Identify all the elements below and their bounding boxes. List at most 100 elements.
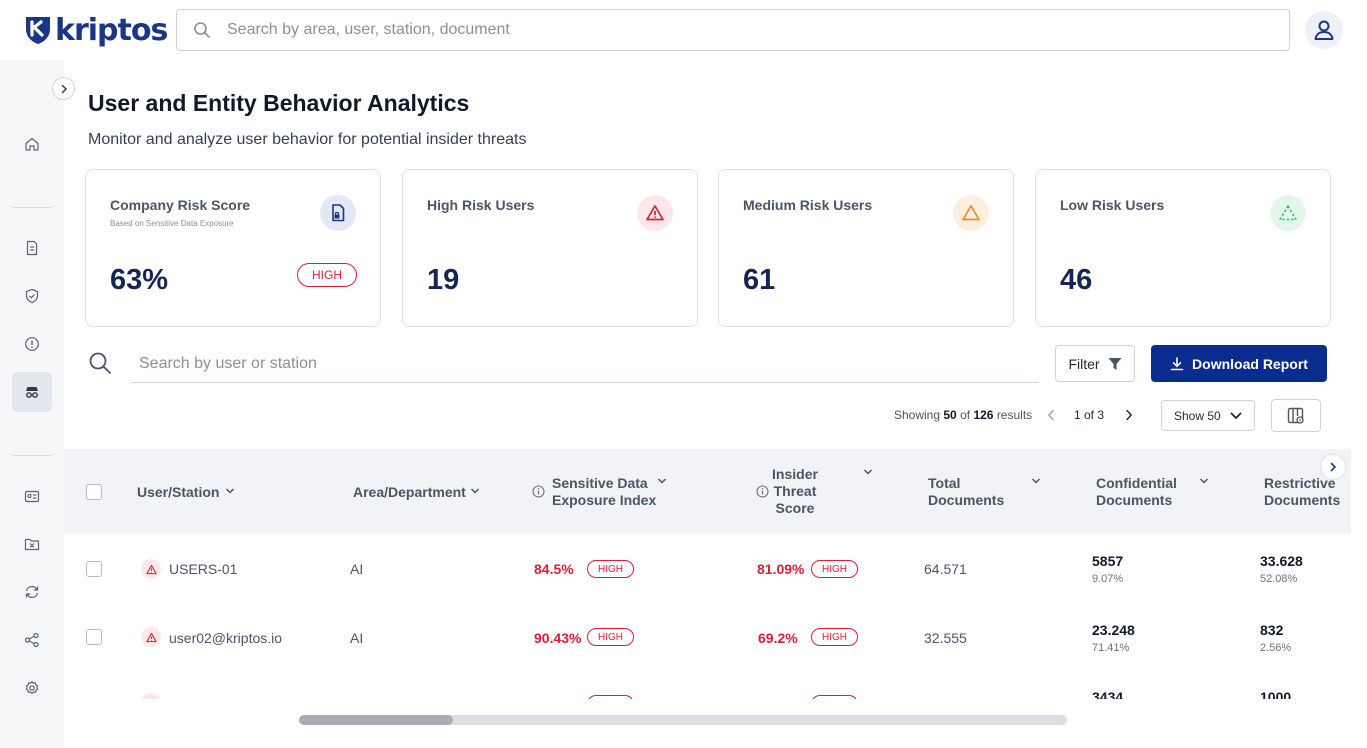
filter-button[interactable]: Filter (1055, 345, 1135, 382)
sdei-value: 84.5% (534, 561, 574, 577)
share-icon (24, 632, 39, 648)
column-header-user[interactable]: User/Station (137, 484, 220, 500)
horizontal-scrollbar[interactable] (299, 715, 1067, 725)
download-icon (1170, 356, 1184, 370)
spy-icon (26, 387, 38, 398)
chevron-down-icon[interactable] (1199, 477, 1209, 485)
its-badge: HIGH (811, 628, 858, 646)
company-risk-badge: HIGH (297, 263, 357, 287)
logo-text: kriptos (55, 12, 168, 48)
kriptos-logo-icon (26, 17, 50, 44)
download-label: Download Report (1192, 355, 1308, 372)
sidebar-item-home[interactable] (12, 124, 52, 164)
warning-triangle-icon (145, 632, 157, 642)
card-subtitle: Based on Sensitive Data Exposure (110, 219, 234, 228)
warning-triangle-icon (646, 205, 664, 221)
page-subtitle: Monitor and analyze user behavior for po… (88, 131, 527, 148)
restrictive-percent: 2.56% (1260, 642, 1292, 654)
column-header-confidential[interactable]: Confidential Documents (1096, 475, 1177, 508)
sidebar-item-protection[interactable] (12, 276, 52, 316)
select-all-checkbox[interactable] (86, 484, 102, 500)
chevron-down-icon[interactable] (225, 487, 235, 495)
user-name[interactable]: user02@kriptos.io (169, 630, 283, 646)
user-name[interactable]: USERS-01 (169, 561, 238, 577)
sidebar-collapse-button[interactable] (52, 77, 75, 100)
sidebar-item-files[interactable] (12, 524, 52, 564)
users-table: User/Station Area/Department Sensitive D… (64, 449, 1351, 699)
sdei-value: 90.43% (534, 630, 582, 646)
filter-label: Filter (1068, 355, 1100, 372)
card-icon-wrap (320, 195, 356, 231)
confidential-count: 3434 (1092, 689, 1124, 699)
total-documents: 64.571 (924, 561, 967, 577)
column-settings-button[interactable] (1271, 399, 1321, 432)
chevron-down-icon[interactable] (1031, 477, 1041, 485)
page-indicator: 1 of 3 (1074, 408, 1105, 422)
sidebar-divider (12, 207, 52, 208)
chevron-down-icon[interactable] (863, 468, 873, 476)
sidebar-item-documents[interactable] (12, 228, 52, 268)
its-value: 69.2% (758, 630, 798, 646)
sidebar-divider (12, 455, 52, 456)
low-risk-value: 46 (1060, 264, 1093, 296)
chevron-down-icon[interactable] (470, 487, 480, 495)
filter-icon (1108, 357, 1122, 370)
card-icon-wrap (637, 195, 673, 231)
row-checkbox[interactable] (86, 561, 102, 577)
chevron-down-icon (1230, 412, 1242, 420)
sidebar-item-settings[interactable] (12, 668, 52, 708)
dashed-triangle-icon (1279, 205, 1297, 221)
page-size-label: Show 50 (1174, 408, 1221, 423)
column-header-its[interactable]: Insider Threat Score (772, 466, 818, 516)
results-summary: Showing 50 of 126 results (894, 408, 1033, 422)
global-search-input[interactable] (227, 21, 1227, 39)
info-icon[interactable] (532, 485, 545, 498)
page-size-select[interactable]: Show 50 (1161, 400, 1255, 431)
sdei-badge: HIGH (587, 560, 634, 578)
columns-settings-icon (1287, 407, 1304, 424)
sidebar-item-alerts[interactable] (12, 324, 52, 364)
column-header-restrictive[interactable]: Restrictive Documents (1264, 475, 1341, 508)
user-search-input[interactable] (131, 345, 1039, 383)
risk-indicator (141, 693, 161, 699)
previous-page-button[interactable] (1044, 407, 1058, 423)
column-header-sdei[interactable]: Sensitive Data Exposure Index (552, 475, 657, 508)
kriptos-logo[interactable]: kriptos (24, 12, 168, 48)
card-title: High Risk Users (427, 197, 535, 213)
chevron-right-icon (1126, 409, 1133, 421)
sidebar-item-ueba[interactable] (12, 372, 52, 412)
gear-icon (25, 680, 39, 694)
download-report-button[interactable]: Download Report (1151, 345, 1327, 382)
card-title: Low Risk Users (1060, 197, 1165, 213)
chevron-down-icon[interactable] (657, 477, 667, 485)
restrictive-count: 1000 (1260, 689, 1292, 699)
sidebar-item-sync[interactable] (12, 572, 52, 612)
its-value: 81.09% (757, 561, 805, 577)
high-risk-value: 19 (427, 264, 460, 296)
confidential-count: 23.248 (1092, 622, 1135, 638)
search-icon (89, 352, 111, 374)
row-checkbox[interactable] (86, 629, 102, 645)
column-header-total[interactable]: Total Documents (928, 475, 1005, 508)
global-search[interactable] (176, 9, 1290, 51)
sidebar-item-integrations[interactable] (12, 620, 52, 660)
folder-icon (24, 538, 40, 551)
top-bar: kriptos (0, 0, 1367, 60)
area-name: AI (350, 561, 364, 577)
user-menu-button[interactable] (1305, 11, 1343, 49)
horizontal-scrollbar-thumb[interactable] (299, 715, 453, 725)
sidebar (0, 60, 64, 748)
scroll-table-right-button[interactable] (1320, 454, 1346, 480)
next-page-button[interactable] (1122, 407, 1136, 423)
info-icon[interactable] (756, 485, 769, 498)
page-title: User and Entity Behavior Analytics (88, 90, 470, 116)
document-icon (26, 240, 38, 256)
chevron-right-icon (61, 84, 67, 93)
area-name: AI (350, 630, 364, 646)
column-header-area[interactable]: Area/Department (353, 484, 466, 500)
sidebar-item-identities[interactable] (12, 476, 52, 516)
chevron-right-icon (1330, 462, 1337, 472)
warning-triangle-icon (145, 564, 157, 574)
risk-indicator (141, 559, 161, 579)
card-title: Medium Risk Users (743, 197, 873, 213)
